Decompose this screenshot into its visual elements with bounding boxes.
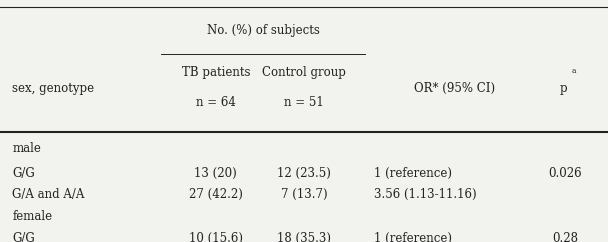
- Text: 7 (13.7): 7 (13.7): [281, 188, 327, 201]
- Text: 12 (23.5): 12 (23.5): [277, 166, 331, 180]
- Text: 1 (reference): 1 (reference): [374, 166, 452, 180]
- Text: OR* (95% CI): OR* (95% CI): [414, 82, 495, 95]
- Text: 13 (20): 13 (20): [195, 166, 237, 180]
- Text: 3.56 (1.13-11.16): 3.56 (1.13-11.16): [374, 188, 477, 201]
- Text: 0.28: 0.28: [553, 232, 578, 242]
- Text: 0.026: 0.026: [548, 166, 582, 180]
- Text: a: a: [572, 67, 576, 76]
- Text: 18 (35.3): 18 (35.3): [277, 232, 331, 242]
- Text: sex, genotype: sex, genotype: [12, 82, 94, 95]
- Text: G/G: G/G: [12, 232, 35, 242]
- Text: TB patients: TB patients: [182, 66, 250, 79]
- Text: Control group: Control group: [262, 66, 346, 79]
- Text: n = 51: n = 51: [284, 96, 324, 109]
- Text: No. (%) of subjects: No. (%) of subjects: [207, 24, 319, 37]
- Text: 10 (15.6): 10 (15.6): [189, 232, 243, 242]
- Text: female: female: [12, 210, 52, 223]
- Text: G/G: G/G: [12, 166, 35, 180]
- Text: 27 (42.2): 27 (42.2): [189, 188, 243, 201]
- Text: male: male: [12, 142, 41, 155]
- Text: n = 64: n = 64: [196, 96, 236, 109]
- Text: G/A and A/A: G/A and A/A: [12, 188, 85, 201]
- Text: p: p: [559, 82, 567, 95]
- Text: 1 (reference): 1 (reference): [374, 232, 452, 242]
